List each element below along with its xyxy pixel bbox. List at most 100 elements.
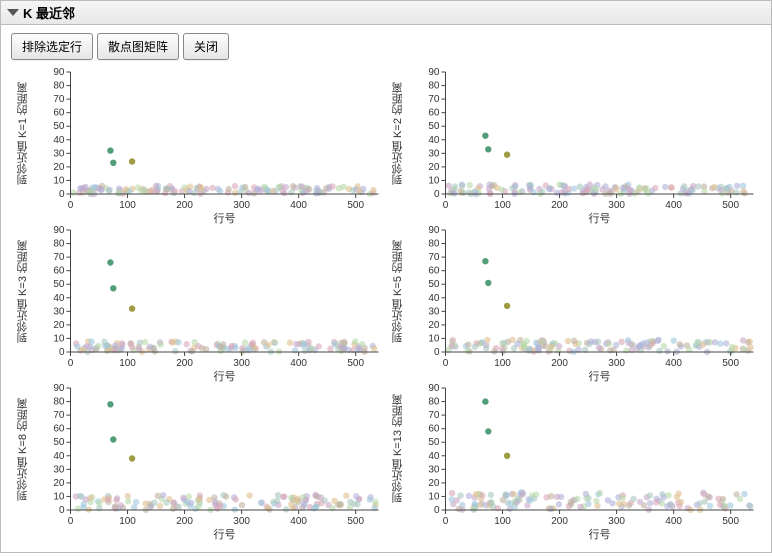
x-tick-label: 100 <box>119 516 136 527</box>
y-tick-label: 10 <box>53 175 65 186</box>
y-tick-label: 90 <box>428 68 440 78</box>
x-axis-label: 行号 <box>589 370 611 383</box>
y-tick-label: 0 <box>59 189 65 200</box>
y-axis-label: 到邻近值 K=1 的距离 <box>11 68 35 226</box>
y-tick-label: 60 <box>53 108 65 119</box>
x-tick-label: 100 <box>494 516 511 527</box>
y-tick-label: 20 <box>53 478 65 489</box>
x-tick-label: 500 <box>347 516 364 527</box>
y-tick-label: 30 <box>428 306 440 317</box>
x-tick-label: 400 <box>290 358 307 369</box>
y-tick-label: 70 <box>428 94 440 105</box>
x-tick-label: 0 <box>443 358 449 369</box>
y-tick-label: 80 <box>428 239 440 250</box>
x-tick-label: 200 <box>176 358 193 369</box>
y-tick-label: 70 <box>428 410 440 421</box>
y-tick-label: 70 <box>53 94 65 105</box>
x-tick-label: 400 <box>665 200 682 211</box>
y-tick-label: 20 <box>53 162 65 173</box>
y-axis-label: 到邻近值 K=2 的距离 <box>386 68 410 226</box>
y-tick-label: 30 <box>53 148 65 159</box>
y-tick-label: 80 <box>53 397 65 408</box>
x-tick-label: 300 <box>608 516 625 527</box>
y-tick-label: 70 <box>428 252 440 263</box>
y-tick-label: 30 <box>53 464 65 475</box>
y-tick-label: 20 <box>428 478 440 489</box>
x-axis-label: 行号 <box>589 212 611 225</box>
toolbar: 排除选定行 散点图矩阵 关闭 <box>1 25 771 68</box>
scatter-matrix-button[interactable]: 散点图矩阵 <box>97 33 179 60</box>
x-tick-label: 300 <box>233 516 250 527</box>
scatter-chart[interactable]: 01002003004005000102030405060708090行号 <box>410 384 761 542</box>
close-button[interactable]: 关闭 <box>183 33 229 60</box>
x-tick-label: 100 <box>494 200 511 211</box>
y-tick-label: 50 <box>428 437 440 448</box>
charts-grid: 到邻近值 K=1 的距离0100200300400500010203040506… <box>1 68 771 552</box>
x-tick-label: 0 <box>443 516 449 527</box>
y-axis-label-text: 到邻近值 K=1 的距离 <box>17 82 29 185</box>
y-axis-label: 到邻近值 K=8 的距离 <box>11 384 35 542</box>
scatter-chart[interactable]: 01002003004005000102030405060708090行号 <box>35 68 386 226</box>
x-tick-label: 100 <box>119 358 136 369</box>
scatter-chart[interactable]: 01002003004005000102030405060708090行号 <box>35 226 386 384</box>
y-tick-label: 30 <box>53 306 65 317</box>
x-tick-label: 200 <box>176 200 193 211</box>
y-tick-label: 0 <box>434 189 440 200</box>
y-tick-label: 90 <box>53 226 65 236</box>
x-tick-label: 500 <box>722 200 739 211</box>
scatter-chart[interactable]: 01002003004005000102030405060708090行号 <box>410 226 761 384</box>
x-tick-label: 500 <box>347 200 364 211</box>
x-axis-label: 行号 <box>214 528 236 541</box>
y-tick-label: 90 <box>428 384 440 394</box>
y-tick-label: 40 <box>428 293 440 304</box>
y-tick-label: 20 <box>53 320 65 331</box>
x-tick-label: 0 <box>68 200 74 211</box>
y-tick-label: 30 <box>428 464 440 475</box>
y-tick-label: 0 <box>59 505 65 516</box>
chart-cell: 到邻近值 K=13 的距离010020030040050001020304050… <box>386 384 761 542</box>
x-tick-label: 500 <box>347 358 364 369</box>
y-axis-label-text: 到邻近值 K=2 的距离 <box>392 82 404 185</box>
x-tick-label: 400 <box>665 358 682 369</box>
panel-header[interactable]: K 最近邻 <box>1 1 771 25</box>
chart-cell: 到邻近值 K=8 的距离0100200300400500010203040506… <box>11 384 386 542</box>
disclosure-triangle-icon[interactable] <box>7 9 19 16</box>
x-tick-label: 400 <box>290 200 307 211</box>
y-tick-label: 0 <box>434 505 440 516</box>
x-axis-label: 行号 <box>214 212 236 225</box>
y-tick-label: 50 <box>428 121 440 132</box>
y-tick-label: 80 <box>428 81 440 92</box>
y-tick-label: 50 <box>428 279 440 290</box>
scatter-chart[interactable]: 01002003004005000102030405060708090行号 <box>35 384 386 542</box>
x-tick-label: 300 <box>608 200 625 211</box>
y-tick-label: 80 <box>53 239 65 250</box>
y-tick-label: 50 <box>53 437 65 448</box>
y-tick-label: 0 <box>59 347 65 358</box>
y-tick-label: 60 <box>53 424 65 435</box>
y-axis-label-text: 到邻近值 K=8 的距离 <box>17 398 29 501</box>
x-tick-label: 0 <box>68 516 74 527</box>
y-tick-label: 20 <box>428 320 440 331</box>
x-tick-label: 300 <box>608 358 625 369</box>
exclude-rows-button[interactable]: 排除选定行 <box>11 33 93 60</box>
y-tick-label: 10 <box>428 491 440 502</box>
x-tick-label: 0 <box>443 200 449 211</box>
x-tick-label: 500 <box>722 516 739 527</box>
y-tick-label: 80 <box>53 81 65 92</box>
x-tick-label: 200 <box>551 200 568 211</box>
y-tick-label: 0 <box>434 347 440 358</box>
y-axis-label-text: 到邻近值 K=3 的距离 <box>17 240 29 343</box>
x-tick-label: 300 <box>233 358 250 369</box>
scatter-chart[interactable]: 01002003004005000102030405060708090行号 <box>410 68 761 226</box>
x-tick-label: 500 <box>722 358 739 369</box>
x-axis-label: 行号 <box>589 528 611 541</box>
y-tick-label: 40 <box>53 293 65 304</box>
y-tick-label: 40 <box>428 451 440 462</box>
x-tick-label: 400 <box>665 516 682 527</box>
x-tick-label: 200 <box>551 516 568 527</box>
y-tick-label: 70 <box>53 252 65 263</box>
y-tick-label: 90 <box>428 226 440 236</box>
y-tick-label: 10 <box>53 491 65 502</box>
chart-cell: 到邻近值 K=3 的距离0100200300400500010203040506… <box>11 226 386 384</box>
x-tick-label: 0 <box>68 358 74 369</box>
